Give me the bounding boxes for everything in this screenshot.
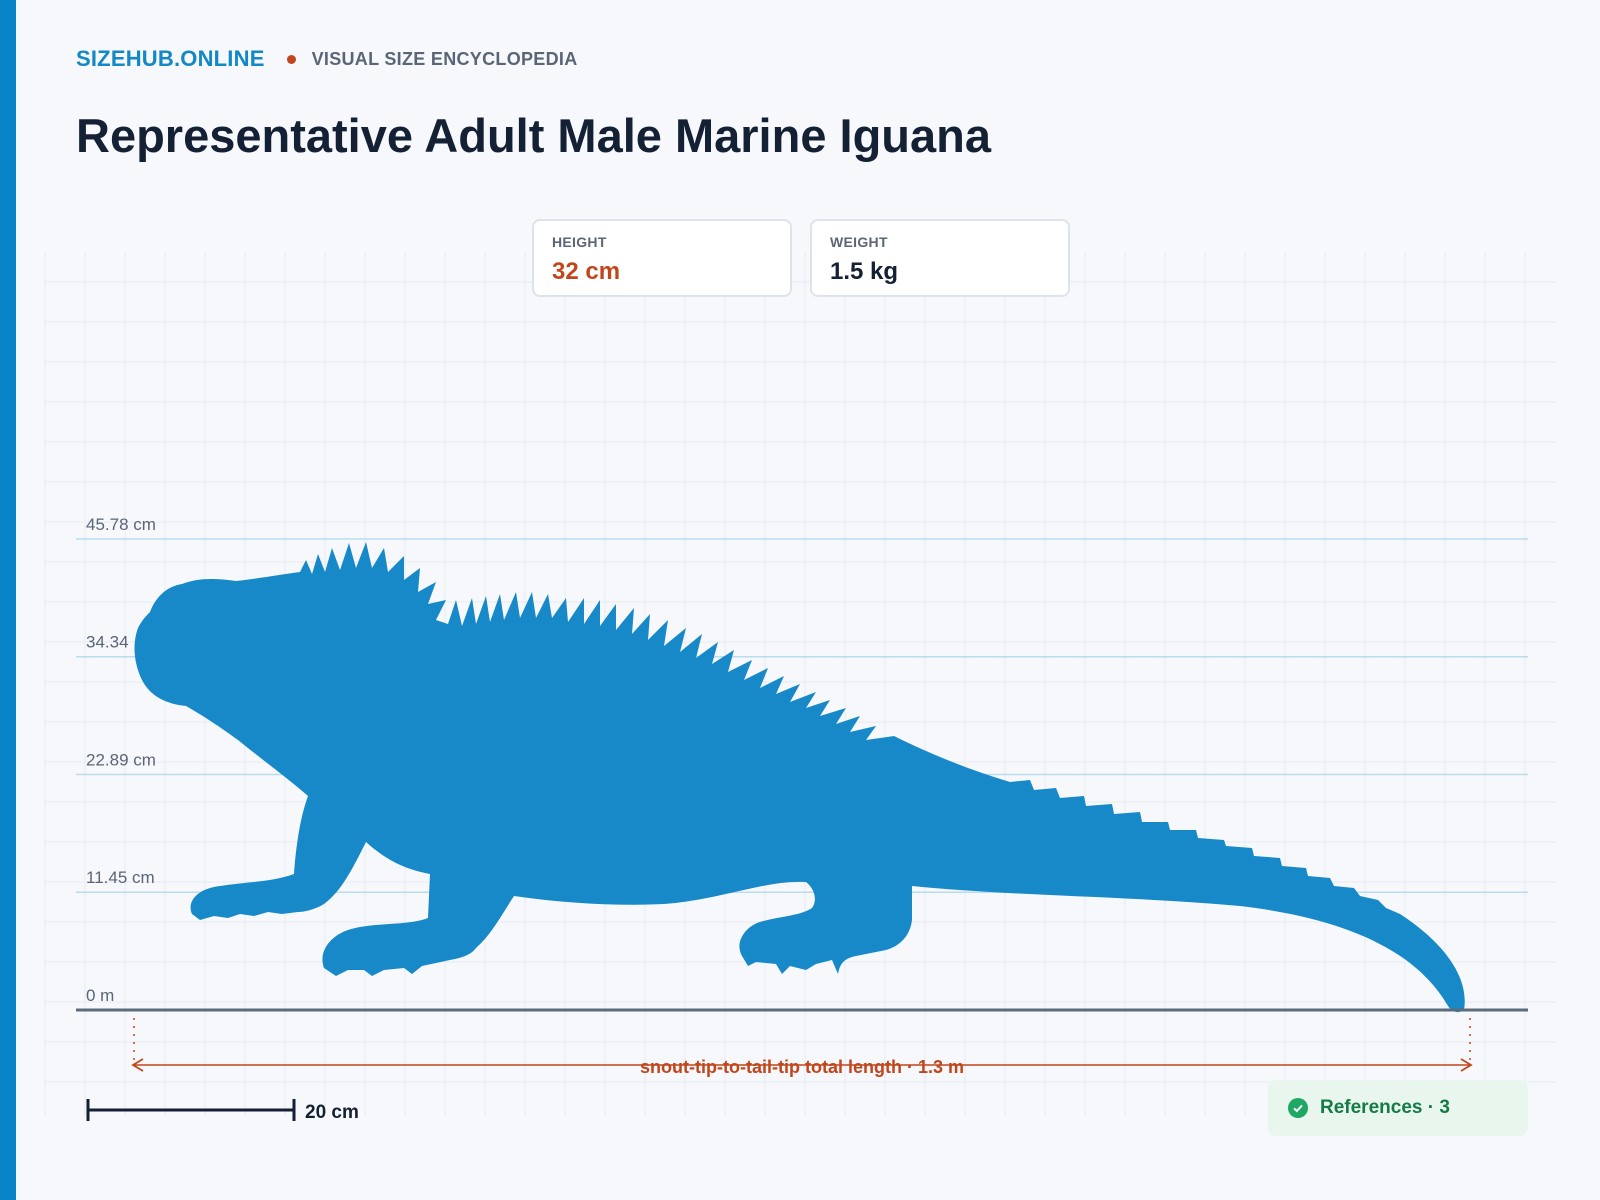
scale-bar-label: 20 cm	[305, 1102, 359, 1123]
check-circle-icon	[1288, 1098, 1308, 1118]
y-axis-labels: 0 m 11.45 cm 22.89 cm 34.34 45.78 cm	[86, 515, 156, 1005]
arrowhead-left-icon	[131, 1058, 144, 1072]
scale-bar: 20 cm	[86, 1099, 359, 1123]
y-axis-tick-label: 11.45 cm	[86, 868, 155, 887]
length-annotation-label: snout-tip-to-tail-tip total length · 1.3…	[640, 1057, 964, 1077]
iguana-silhouette	[134, 542, 1465, 1013]
header: SIZEHUB.ONLINE VISUAL SIZE ENCYCLOPEDIA	[76, 46, 578, 72]
references-label: References · 3	[1320, 1097, 1450, 1118]
length-dimension: snout-tip-to-tail-tip total length · 1.3…	[131, 1018, 1473, 1077]
y-axis-tick-label: 0 m	[86, 986, 114, 1005]
y-axis-tick-label: 45.78 cm	[86, 515, 156, 534]
weight-stat-value: 1.5 kg	[830, 258, 899, 285]
site-brand[interactable]: SIZEHUB.ONLINE	[76, 46, 265, 71]
weight-stat-card: WEIGHT 1.5 kg	[810, 219, 1070, 297]
weight-stat-label: WEIGHT	[830, 234, 888, 250]
page-title: Representative Adult Male Marine Iguana	[76, 109, 991, 162]
site-tagline: VISUAL SIZE ENCYCLOPEDIA	[311, 48, 578, 69]
y-axis-tick-label: 34.34	[86, 633, 129, 652]
brand-separator-dot	[286, 54, 296, 64]
y-axis-tick-label: 22.89 cm	[86, 751, 156, 770]
arrowhead-right-icon	[1460, 1058, 1473, 1072]
height-stat-value: 32 cm	[552, 258, 621, 285]
height-stat-card: HEIGHT 32 cm	[532, 219, 792, 297]
accent-bar	[0, 0, 16, 1200]
references-badge[interactable]: References · 3	[1268, 1080, 1528, 1136]
height-stat-label: HEIGHT	[552, 234, 607, 250]
